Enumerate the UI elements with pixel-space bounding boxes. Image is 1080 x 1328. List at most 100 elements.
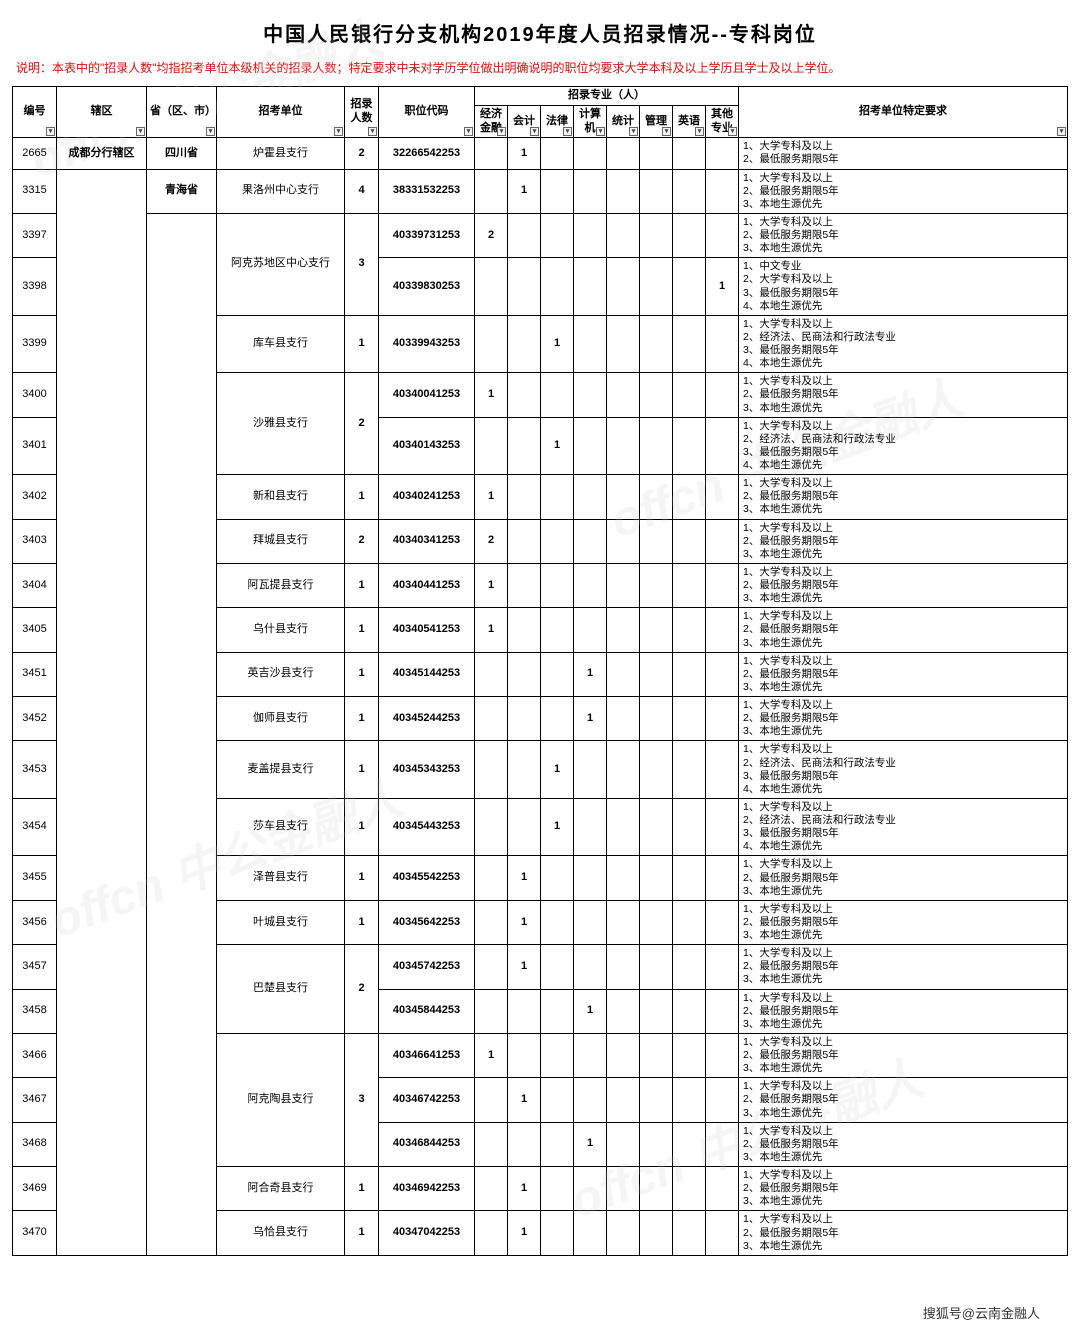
cell-major: [508, 652, 541, 696]
cell-count: 4: [345, 169, 379, 213]
filter-icon[interactable]: [530, 127, 539, 136]
cell-major: [541, 697, 574, 741]
cell-major: [475, 169, 508, 213]
cell-requirements: 1、大学专科及以上 2、最低服务期限5年 3、本地生源优先: [739, 563, 1068, 607]
cell-major: [574, 213, 607, 257]
cell-count: 1: [345, 652, 379, 696]
cell-requirements: 1、大学专科及以上 2、经济法、民商法和行政法专业 3、最低服务期限5年 4、本…: [739, 417, 1068, 475]
cell-major: [706, 1122, 739, 1166]
cell-id: 3405: [13, 608, 57, 652]
cell-requirements: 1、大学专科及以上 2、最低服务期限5年 3、本地生源优先: [739, 1167, 1068, 1211]
filter-icon[interactable]: [46, 127, 55, 136]
table-body: 2665成都分行辖区四川省炉霍县支行23226654225311、大学专科及以上…: [13, 138, 1068, 1256]
cell-requirements: 1、大学专科及以上 2、最低服务期限5年 3、本地生源优先: [739, 1211, 1068, 1255]
filter-icon[interactable]: [464, 127, 473, 136]
filter-icon[interactable]: [695, 127, 704, 136]
cell-area: [57, 169, 147, 1255]
cell-id: 3457: [13, 945, 57, 989]
cell-major: [574, 741, 607, 799]
filter-icon[interactable]: [136, 127, 145, 136]
cell-major: 1: [574, 989, 607, 1033]
cell-id: 3453: [13, 741, 57, 799]
cell-major: [706, 519, 739, 563]
cell-major: [706, 169, 739, 213]
cell-major: [607, 1122, 640, 1166]
cell-unit: 新和县支行: [217, 475, 345, 519]
cell-major: [673, 475, 706, 519]
cell-major: [607, 856, 640, 900]
filter-icon[interactable]: [334, 127, 343, 136]
cell-major: [640, 373, 673, 417]
col-id[interactable]: 编号: [13, 87, 57, 138]
filter-icon[interactable]: [563, 127, 572, 136]
col-area[interactable]: 辖区: [57, 87, 147, 138]
col-major-3[interactable]: 计算机: [574, 105, 607, 138]
cell-major: [607, 213, 640, 257]
cell-code: 38331532253: [379, 169, 475, 213]
filter-icon[interactable]: [629, 127, 638, 136]
cell-major: 1: [508, 900, 541, 944]
cell-code: 40345343253: [379, 741, 475, 799]
cell-count: 1: [345, 741, 379, 799]
cell-code: 40340441253: [379, 563, 475, 607]
cell-major: [607, 1033, 640, 1077]
col-req[interactable]: 招考单位特定要求: [739, 87, 1068, 138]
cell-count: 2: [345, 138, 379, 169]
cell-requirements: 1、大学专科及以上 2、最低服务期限5年: [739, 138, 1068, 169]
cell-code: 40346844253: [379, 1122, 475, 1166]
col-majors-group: 招录专业（人）: [475, 87, 739, 106]
cell-major: [706, 741, 739, 799]
cell-major: [508, 519, 541, 563]
col-major-6[interactable]: 英语: [673, 105, 706, 138]
filter-icon[interactable]: [497, 127, 506, 136]
cell-requirements: 1、大学专科及以上 2、最低服务期限5年 3、本地生源优先: [739, 945, 1068, 989]
cell-requirements: 1、大学专科及以上 2、最低服务期限5年 3、本地生源优先: [739, 519, 1068, 563]
col-major-5[interactable]: 管理: [640, 105, 673, 138]
col-major-2[interactable]: 法律: [541, 105, 574, 138]
cell-major: [706, 315, 739, 373]
filter-icon[interactable]: [368, 127, 377, 136]
cell-major: [673, 1122, 706, 1166]
col-code[interactable]: 职位代码: [379, 87, 475, 138]
cell-major: [673, 945, 706, 989]
col-unit[interactable]: 招考单位: [217, 87, 345, 138]
cell-area: 成都分行辖区: [57, 138, 147, 169]
col-major-1[interactable]: 会计: [508, 105, 541, 138]
filter-icon[interactable]: [728, 127, 737, 136]
cell-code: 40339830253: [379, 258, 475, 316]
filter-icon[interactable]: [596, 127, 605, 136]
cell-requirements: 1、大学专科及以上 2、最低服务期限5年 3、本地生源优先: [739, 1078, 1068, 1122]
cell-major: 1: [508, 1078, 541, 1122]
cell-major: 1: [475, 563, 508, 607]
cell-major: [706, 697, 739, 741]
source-credit: 搜狐号@云南金融人: [923, 1303, 1040, 1322]
cell-code: 40345642253: [379, 900, 475, 944]
col-major-0[interactable]: 经济金融: [475, 105, 508, 138]
cell-major: [541, 373, 574, 417]
cell-major: [607, 798, 640, 856]
col-major-7[interactable]: 其他专业: [706, 105, 739, 138]
col-count[interactable]: 招录人数: [345, 87, 379, 138]
col-prov[interactable]: 省（区、市）: [147, 87, 217, 138]
cell-major: [640, 1078, 673, 1122]
cell-major: 2: [475, 519, 508, 563]
cell-major: 1: [706, 258, 739, 316]
cell-count: 1: [345, 475, 379, 519]
cell-major: [640, 900, 673, 944]
cell-major: [673, 258, 706, 316]
cell-count: 1: [345, 315, 379, 373]
cell-major: 1: [541, 315, 574, 373]
filter-icon[interactable]: [1057, 127, 1066, 136]
cell-major: [541, 1167, 574, 1211]
cell-major: [541, 1033, 574, 1077]
col-major-4[interactable]: 统计: [607, 105, 640, 138]
cell-major: [673, 315, 706, 373]
filter-icon[interactable]: [206, 127, 215, 136]
cell-major: [508, 213, 541, 257]
cell-requirements: 1、大学专科及以上 2、经济法、民商法和行政法专业 3、最低服务期限5年 4、本…: [739, 315, 1068, 373]
cell-code: 40345844253: [379, 989, 475, 1033]
cell-major: 1: [508, 138, 541, 169]
filter-icon[interactable]: [662, 127, 671, 136]
cell-major: 1: [508, 1211, 541, 1255]
cell-major: [640, 417, 673, 475]
